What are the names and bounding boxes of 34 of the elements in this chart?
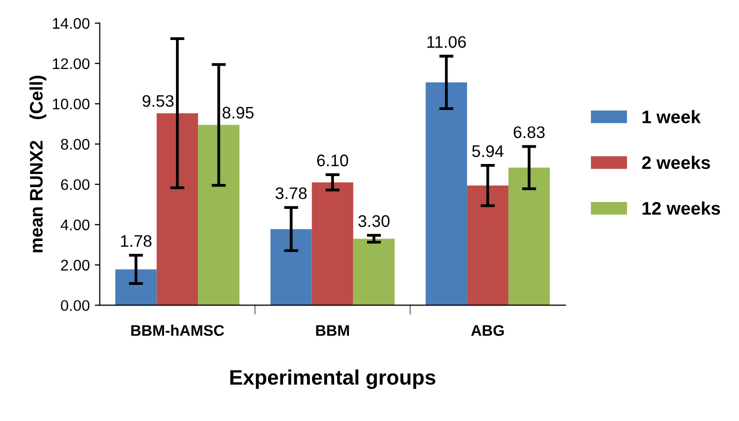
legend-label: 1 week	[642, 110, 701, 124]
bar	[156, 113, 198, 306]
data-label: 8.95	[222, 106, 254, 119]
x-tick-label: BBM-hAMSC	[131, 324, 224, 336]
bar	[426, 82, 468, 306]
x-tick-label: ABG	[471, 325, 504, 336]
y-tick-label: 0.00	[60, 300, 90, 311]
data-label: 9.53	[142, 95, 174, 107]
bar	[270, 229, 312, 306]
legend-label: 2 weeks	[642, 156, 710, 170]
x-tick-label: BBM	[316, 325, 349, 336]
data-label: 5.94	[472, 145, 504, 158]
bar	[508, 168, 550, 306]
data-label: 3.30	[358, 215, 390, 227]
x-axis-title: Experimental groups	[230, 369, 436, 389]
data-label: 3.78	[276, 187, 307, 200]
data-label: 11.06	[427, 36, 466, 48]
legend-label: 12 weeks	[642, 201, 720, 215]
y-tick-label: 10.00	[52, 98, 90, 110]
y-axis-title: mean RUNX2 (Cell)	[29, 76, 46, 252]
bar	[467, 186, 508, 306]
bar	[115, 269, 157, 306]
y-tick-label: 14.00	[52, 18, 90, 29]
y-tick-label: 8.00	[60, 138, 90, 150]
y-tick-label: 4.00	[60, 220, 90, 230]
bar	[198, 124, 240, 306]
data-label: 6.83	[514, 126, 545, 138]
y-tick-label: 12.00	[52, 58, 90, 70]
y-tick-label: 6.00	[61, 179, 90, 190]
data-label: 1.78	[121, 235, 152, 247]
bar	[353, 238, 395, 306]
y-tick-label: 2.00	[61, 260, 90, 271]
bar	[312, 182, 354, 306]
data-label: 6.10	[317, 154, 348, 166]
